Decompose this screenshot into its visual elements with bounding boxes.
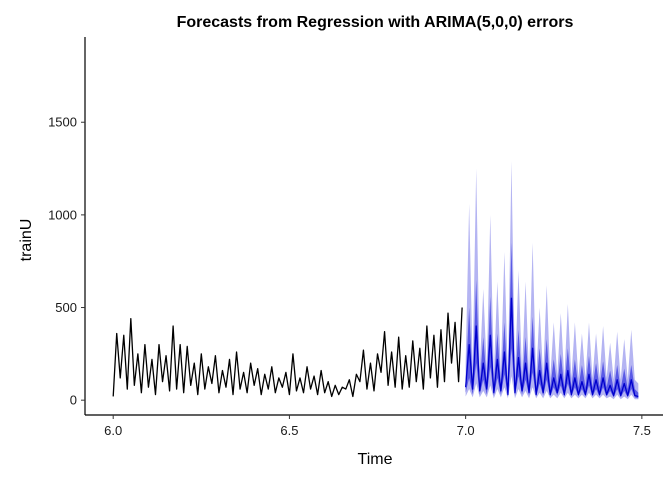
observed-series-line <box>112 307 463 398</box>
x-tick-label: 6.5 <box>280 423 298 438</box>
y-tick-label: 500 <box>55 300 77 315</box>
prediction-interval-95-band <box>465 161 639 400</box>
forecast-mean-layer <box>464 297 639 398</box>
observed-series-layer <box>112 307 463 398</box>
x-tick-label: 7.5 <box>633 423 651 438</box>
y-axis-label: trainU <box>18 219 35 262</box>
x-tick-label: 7.0 <box>457 423 475 438</box>
x-tick-label: 6.0 <box>104 423 122 438</box>
y-tick-label: 1500 <box>48 115 77 130</box>
prediction-interval-95-layer <box>465 161 639 400</box>
x-axis-ticks: 6.0 6.5 7.0 7.5 <box>104 415 651 438</box>
forecast-mean-line <box>464 297 639 398</box>
chart-title: Forecasts from Regression with ARIMA(5,0… <box>177 14 574 31</box>
y-tick-label: 0 <box>70 393 77 408</box>
x-axis-label: Time <box>358 451 393 468</box>
y-axis-ticks: 0 500 1000 1500 <box>48 115 85 408</box>
y-tick-label: 1000 <box>48 207 77 222</box>
